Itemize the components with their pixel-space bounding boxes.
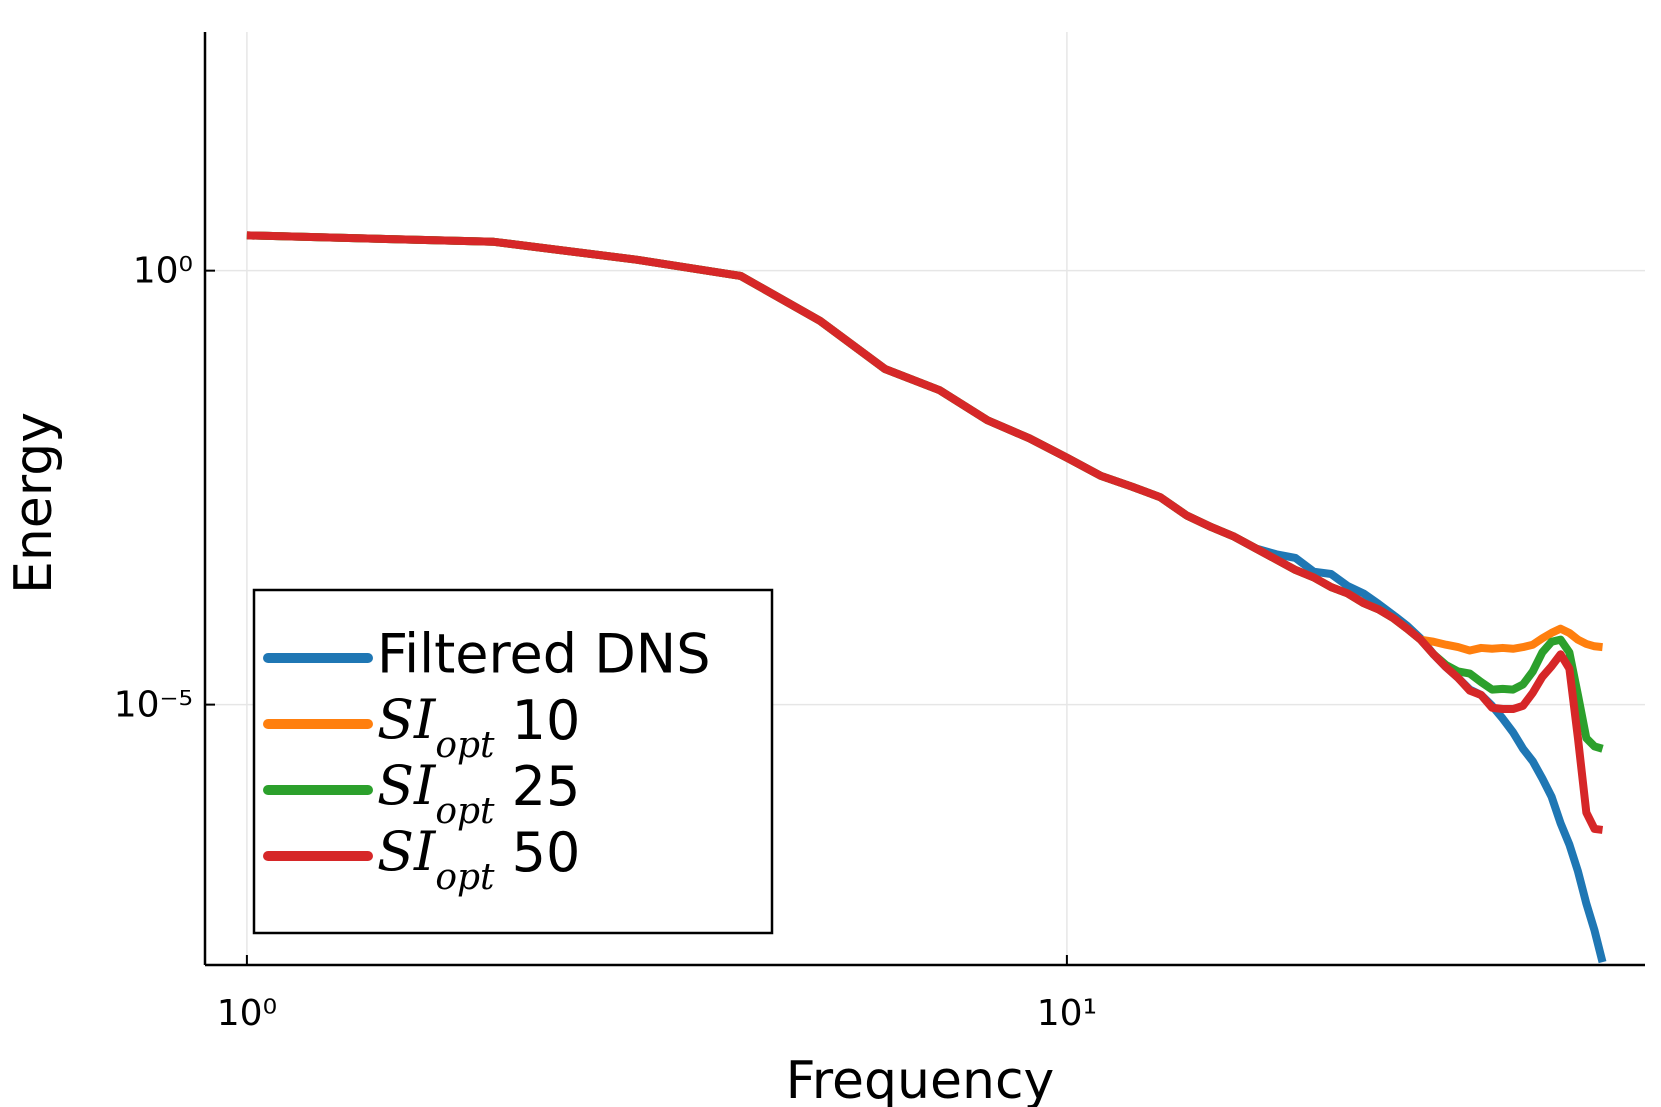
legend-label: SIopt 10 bbox=[377, 688, 580, 766]
y-tick-label: 10⁻⁵ bbox=[114, 685, 193, 726]
legend-box bbox=[252, 588, 774, 935]
y-axis-label: Energy bbox=[4, 412, 64, 594]
series-line bbox=[246, 231, 1603, 655]
legend-label: SIopt 50 bbox=[377, 820, 580, 898]
legend-label: Filtered DNS bbox=[377, 623, 710, 686]
x-tick-label: 10¹ bbox=[1037, 993, 1097, 1034]
series-line bbox=[246, 231, 1604, 834]
legend-label: SIopt 25 bbox=[377, 754, 580, 832]
x-tick-label: 10⁰ bbox=[217, 993, 277, 1034]
x-axis-label: Frequency bbox=[786, 1051, 1055, 1107]
y-tick-label: 10⁰ bbox=[133, 251, 193, 292]
